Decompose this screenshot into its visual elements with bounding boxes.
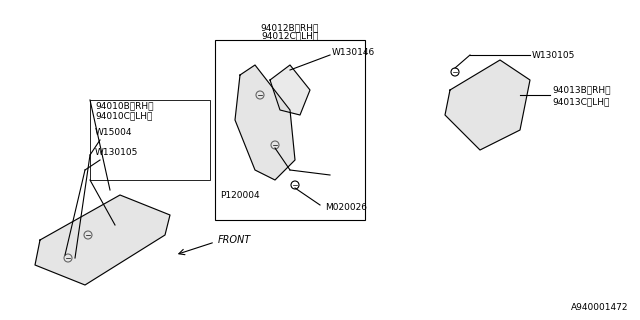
Text: 94013B〈RH〉: 94013B〈RH〉 [552, 85, 611, 94]
Text: A940001472: A940001472 [570, 303, 628, 312]
Text: P120004: P120004 [220, 190, 260, 199]
Text: W130105: W130105 [532, 51, 575, 60]
Text: W130105: W130105 [95, 148, 138, 157]
Text: W15004: W15004 [95, 128, 132, 137]
Text: 94010B〈RH〉: 94010B〈RH〉 [95, 101, 154, 110]
Polygon shape [445, 60, 530, 150]
Polygon shape [270, 65, 310, 115]
Text: 94013C〈LH〉: 94013C〈LH〉 [552, 98, 609, 107]
Text: FRONT: FRONT [218, 235, 252, 245]
Bar [90, 100, 210, 180]
Text: W130146: W130146 [332, 47, 375, 57]
Text: M020026: M020026 [325, 203, 367, 212]
Polygon shape [235, 65, 295, 180]
Text: 94012C〈LH〉: 94012C〈LH〉 [261, 31, 319, 41]
Text: 94012B〈RH〉: 94012B〈RH〉 [261, 23, 319, 33]
Polygon shape [35, 195, 170, 285]
Bar [215, 40, 365, 220]
Text: 94010C〈LH〉: 94010C〈LH〉 [95, 111, 152, 120]
